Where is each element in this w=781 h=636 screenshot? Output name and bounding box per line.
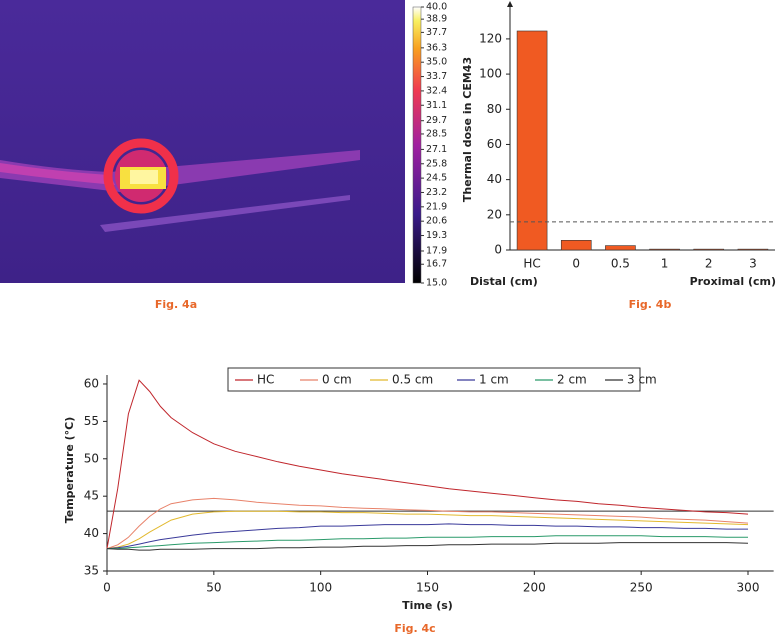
legend-label: 2 cm — [557, 373, 587, 387]
y-axis-label: Thermal dose in CEM43 — [461, 57, 474, 202]
y-tick-label: 20 — [487, 207, 502, 221]
x-tick-label: 0.5 — [611, 257, 630, 271]
x-tick-label: 50 — [206, 581, 221, 595]
bar — [605, 245, 636, 251]
annotation: Proximal (cm) — [690, 275, 776, 288]
series-line — [107, 535, 748, 550]
x-tick-label: 150 — [416, 581, 439, 595]
colorbar-tick-label: 17.9 — [426, 245, 447, 256]
bar — [649, 248, 680, 251]
legend-label: 0.5 cm — [392, 373, 433, 387]
colorbar-tick-label: 16.7 — [426, 259, 447, 270]
colorbar-tick-label: 40.0 — [426, 2, 447, 13]
colorbar-tick-label: 21.9 — [426, 201, 447, 212]
colorbar-tick-label: 24.5 — [426, 173, 447, 184]
legend — [227, 367, 641, 392]
bar — [693, 248, 725, 251]
bar — [560, 240, 592, 251]
colorbar — [412, 6, 422, 284]
x-tick-label: 200 — [523, 581, 546, 595]
y-tick-label: 0 — [494, 243, 502, 257]
colorbar-tick-label: 37.7 — [426, 27, 447, 38]
colorbar-tick-label: 31.1 — [426, 100, 447, 111]
colorbar-tick-label: 38.9 — [426, 14, 447, 25]
colorbar-tick-label: 28.5 — [426, 128, 447, 139]
colorbar-tick-label: 33.7 — [426, 71, 447, 82]
colorbar-tick-label: 29.7 — [426, 115, 447, 126]
colorbar-tick-label: 23.2 — [426, 187, 447, 198]
y-tick-label: 40 — [487, 172, 502, 186]
series-line — [106, 523, 748, 550]
bar — [737, 248, 769, 251]
y-tick-label: 55 — [84, 414, 99, 428]
caption: Fig. 4c — [394, 622, 435, 635]
series-line — [106, 497, 749, 550]
caption: Fig. 4b — [629, 298, 672, 311]
series-line — [106, 510, 749, 550]
series-line — [106, 542, 749, 551]
thermal-image — [0, 0, 405, 283]
y-tick-label: 80 — [487, 102, 502, 116]
y-tick-label: 50 — [84, 451, 99, 465]
colorbar-tick-label: 35.0 — [426, 57, 447, 68]
x-tick-label: HC — [523, 257, 540, 271]
y-tick-label: 45 — [84, 489, 99, 503]
x-axis-label: Time (s) — [402, 599, 453, 612]
legend-label: HC — [257, 373, 274, 387]
axis-arrow — [507, 1, 513, 7]
x-tick-label: 0 — [572, 257, 580, 271]
legend-label: 3 cm — [627, 373, 657, 387]
legend-label: 0 cm — [322, 373, 352, 387]
colorbar-tick-label: 32.4 — [426, 85, 447, 96]
y-axis-label: Temperature (°C) — [63, 417, 76, 524]
series-line — [106, 379, 749, 549]
x-tick-label: 3 — [749, 257, 757, 271]
colorbar-tick-label: 25.8 — [426, 158, 447, 169]
y-tick-label: 120 — [479, 31, 502, 45]
y-tick-label: 60 — [487, 137, 502, 151]
x-tick-label: 300 — [737, 581, 760, 595]
colorbar-tick-label: 27.1 — [426, 144, 447, 155]
bar — [516, 30, 548, 251]
x-tick-label: 2 — [705, 257, 713, 271]
colorbar-tick-label: 19.3 — [426, 230, 447, 241]
x-tick-label: 0 — [103, 581, 111, 595]
x-tick-label: 250 — [630, 581, 653, 595]
y-tick-label: 100 — [479, 67, 502, 81]
x-tick-label: 1 — [661, 257, 669, 271]
y-tick-label: 35 — [84, 564, 99, 578]
colorbar-tick-label: 20.6 — [426, 216, 447, 227]
colorbar-tick-label: 36.3 — [426, 42, 447, 53]
colorbar-tick-label: 15.0 — [426, 278, 447, 289]
legend-label: 1 cm — [479, 373, 509, 387]
x-tick-label: 100 — [309, 581, 332, 595]
y-tick-label: 60 — [84, 376, 99, 390]
annotation: Distal (cm) — [470, 275, 538, 288]
caption: Fig. 4a — [155, 298, 197, 311]
y-tick-label: 40 — [84, 526, 99, 540]
